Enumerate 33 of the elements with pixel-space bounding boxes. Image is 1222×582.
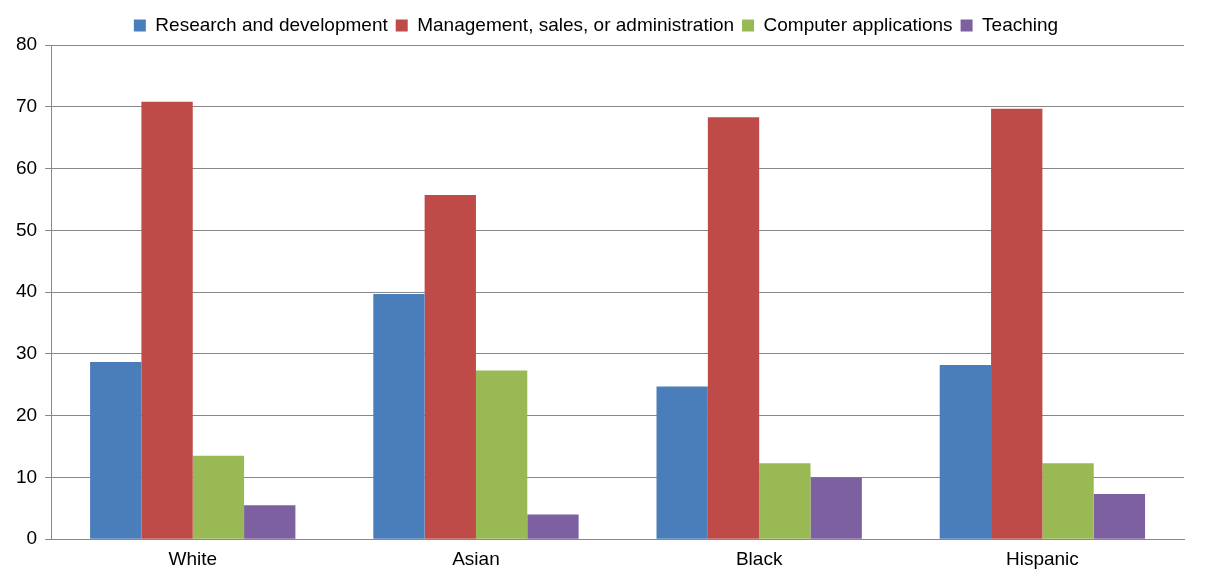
y-tick-label: 50 (15, 218, 38, 240)
legend-label: Research and development (155, 13, 389, 35)
y-tick-label: 60 (15, 156, 38, 178)
bar (939, 365, 992, 539)
bar (991, 108, 1043, 539)
bar (90, 361, 142, 539)
bar (424, 195, 476, 539)
bar (1042, 463, 1094, 539)
y-tick-label: 40 (15, 280, 38, 302)
bar (810, 477, 862, 539)
legend-label: Computer applications (763, 13, 953, 35)
x-tick-label: Hispanic (1005, 547, 1079, 569)
bar (475, 370, 528, 539)
y-tick-label: 20 (15, 403, 38, 425)
bar (707, 117, 760, 539)
y-tick-label: 70 (15, 95, 38, 117)
x-tick-label: White (168, 547, 218, 569)
bar (244, 505, 296, 539)
bar (656, 386, 708, 539)
bar (527, 514, 579, 539)
bar (141, 101, 193, 539)
x-tick-label: Asian (452, 547, 500, 569)
y-tick-label: 10 (15, 465, 38, 487)
bar (1093, 494, 1146, 539)
bar (192, 455, 245, 539)
bar (373, 293, 425, 539)
y-tick-label: 0 (26, 527, 38, 549)
y-tick-label: 80 (15, 33, 38, 55)
legend-label: Teaching (982, 13, 1059, 35)
bar (759, 463, 811, 539)
x-tick-label: Black (735, 547, 783, 569)
legend-label: Management, sales, or administration (417, 13, 735, 35)
y-tick-label: 30 (15, 342, 38, 364)
